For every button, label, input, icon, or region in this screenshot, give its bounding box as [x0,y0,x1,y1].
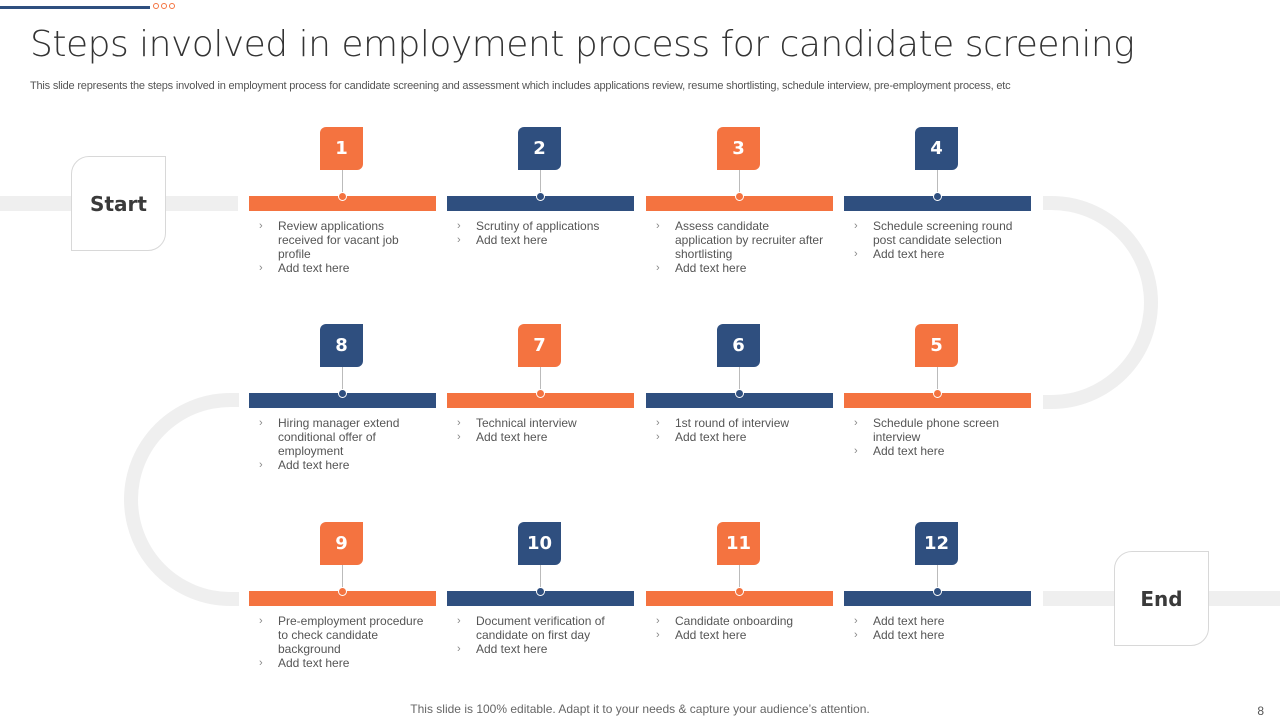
step-connector [937,565,938,591]
step-number-badge: 12 [915,522,958,565]
step-dot [933,587,942,596]
step-bullets: Document verification of candidate on fi… [457,614,627,656]
step-bar [646,591,833,606]
step-bullet-item: Add text here [854,444,1024,458]
step-bullet-item: Add text here [259,656,429,670]
step-bullet-item: Add text here [259,261,429,275]
footer-note: This slide is 100% editable. Adapt it to… [410,702,870,716]
page-subtitle: This slide represents the steps involved… [30,80,1011,92]
step-bullet-item: Schedule screening round post candidate … [854,219,1024,247]
step-bar [447,591,634,606]
step-connector [937,170,938,196]
step-dot [735,192,744,201]
decorative-dots [153,3,175,9]
step-number-badge: 9 [320,522,363,565]
step-dot [536,192,545,201]
step-bullet-item: 1st round of interview [656,416,826,430]
step-bullets: Technical interviewAdd text here [457,416,627,444]
step-bullets: Scrutiny of applicationsAdd text here [457,219,627,247]
step-bullets: Schedule screening round post candidate … [854,219,1024,261]
step-bar [249,393,436,408]
step-bullet-item: Add text here [854,614,1024,628]
step-dot [338,587,347,596]
step-connector [739,170,740,196]
step-connector [540,367,541,393]
step-bar [447,393,634,408]
step-dot [933,192,942,201]
step-connector [342,170,343,196]
step-number-badge: 8 [320,324,363,367]
step-bullets: Assess candidate application by recruite… [656,219,826,275]
top-accent-bar [0,6,150,9]
step-number-badge: 2 [518,127,561,170]
step-bar [844,196,1031,211]
step-bullet-item: Candidate onboarding [656,614,826,628]
step-connector [342,565,343,591]
step-bullet-item: Schedule phone screen interview [854,416,1024,444]
step-bar [646,196,833,211]
step-number-badge: 6 [717,324,760,367]
step-dot [735,587,744,596]
step-bullets: Pre-employment procedure to check candid… [259,614,429,670]
step-bullets: Add text hereAdd text here [854,614,1024,642]
step-bullet-item: Technical interview [457,416,627,430]
step-bullet-item: Pre-employment procedure to check candid… [259,614,429,656]
step-bar [844,591,1031,606]
step-bullet-item: Assess candidate application by recruite… [656,219,826,261]
step-bullet-item: Add text here [854,247,1024,261]
end-box: End [1114,551,1209,646]
step-bullet-item: Add text here [457,430,627,444]
step-bullet-item: Add text here [854,628,1024,642]
step-number-badge: 10 [518,522,561,565]
page-number: 8 [1257,704,1264,718]
step-number-badge: 1 [320,127,363,170]
step-bullet-item: Review applications received for vacant … [259,219,429,261]
step-bullet-item: Scrutiny of applications [457,219,627,233]
step-bullet-item: Add text here [656,261,826,275]
step-connector [739,367,740,393]
step-bar [447,196,634,211]
step-bullets: 1st round of interviewAdd text here [656,416,826,444]
step-connector [739,565,740,591]
step-bullets: Schedule phone screen interviewAdd text … [854,416,1024,458]
step-connector [937,367,938,393]
step-connector [540,565,541,591]
step-bullets: Candidate onboardingAdd text here [656,614,826,642]
step-number-badge: 5 [915,324,958,367]
step-bullet-item: Add text here [259,458,429,472]
step-bar [249,196,436,211]
page-title: Steps involved in employment process for… [30,24,1135,65]
step-dot [735,389,744,398]
step-bullet-item: Add text here [457,233,627,247]
step-bar [646,393,833,408]
step-number-badge: 3 [717,127,760,170]
step-number-badge: 7 [518,324,561,367]
step-bar [249,591,436,606]
step-dot [338,389,347,398]
step-bullets: Review applications received for vacant … [259,219,429,275]
step-number-badge: 4 [915,127,958,170]
step-connector [342,367,343,393]
step-dot [338,192,347,201]
step-dot [536,389,545,398]
step-connector [540,170,541,196]
step-bullet-item: Add text here [656,430,826,444]
start-box: Start [71,156,166,251]
step-bullet-item: Add text here [656,628,826,642]
step-bullet-item: Add text here [457,642,627,656]
step-bar [844,393,1031,408]
step-bullets: Hiring manager extend conditional offer … [259,416,429,472]
step-bullet-item: Hiring manager extend conditional offer … [259,416,429,458]
step-bullet-item: Document verification of candidate on fi… [457,614,627,642]
step-number-badge: 11 [717,522,760,565]
step-dot [933,389,942,398]
step-dot [536,587,545,596]
